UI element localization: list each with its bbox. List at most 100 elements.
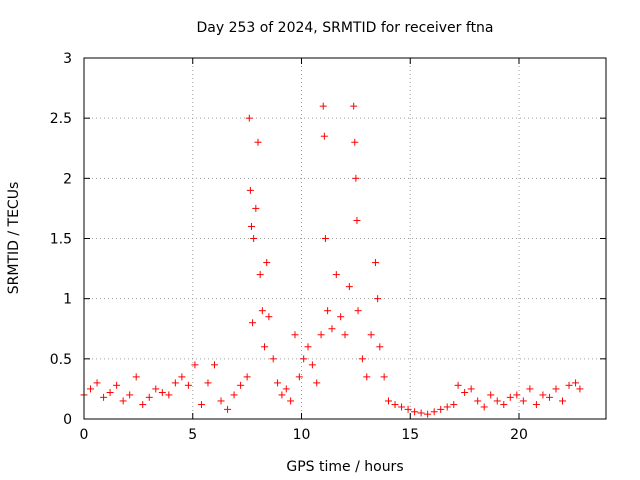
y-tick-label: 1 [63, 292, 72, 308]
data-point [506, 393, 514, 401]
x-tick-label: 15 [401, 427, 419, 443]
data-point [398, 403, 406, 411]
chart-title: Day 253 of 2024, SRMTID for receiver ftn… [196, 20, 493, 36]
data-point [230, 391, 238, 399]
x-tick-label: 10 [293, 427, 311, 443]
x-tick-label: 0 [80, 427, 89, 443]
data-point [308, 361, 316, 369]
data-point [204, 379, 212, 387]
data-point [119, 397, 127, 405]
data-point [274, 379, 282, 387]
data-point [113, 381, 121, 389]
data-points [80, 102, 584, 418]
data-point [474, 397, 482, 405]
data-point [352, 174, 360, 182]
data-point [367, 331, 375, 339]
data-point [254, 138, 262, 146]
data-point [100, 393, 108, 401]
data-point [321, 235, 329, 242]
data-point [493, 397, 501, 405]
data-point [404, 405, 412, 413]
data-point [278, 391, 286, 399]
data-point [576, 385, 584, 393]
data-point [500, 401, 508, 409]
data-point [353, 216, 361, 224]
data-point [430, 408, 438, 416]
y-axis-label: SRMTID / TECUs [6, 182, 22, 295]
data-point [217, 397, 225, 405]
data-point [152, 385, 160, 393]
y-tick-label: 1.5 [50, 232, 72, 248]
data-point [328, 325, 336, 333]
data-point [261, 343, 269, 351]
data-point [385, 397, 392, 405]
data-point [572, 379, 580, 387]
data-point [552, 385, 560, 393]
data-point [461, 389, 469, 397]
data-point [300, 355, 308, 363]
data-point [258, 307, 266, 315]
data-point [417, 409, 425, 417]
data-point [317, 331, 325, 339]
data-point [184, 381, 192, 389]
data-point [211, 361, 218, 369]
data-point [332, 271, 340, 279]
data-point [411, 408, 419, 416]
data-point [145, 393, 153, 401]
y-tick-label: 0.5 [50, 352, 72, 368]
data-point [371, 259, 379, 267]
data-point [341, 331, 349, 339]
data-point [526, 385, 534, 393]
data-point [291, 331, 299, 339]
data-point [282, 385, 290, 393]
x-axis-label: GPS time / hours [286, 459, 403, 475]
data-point [480, 403, 488, 411]
data-point [354, 307, 362, 315]
data-point [559, 397, 566, 405]
data-point [532, 401, 540, 409]
data-point [106, 389, 114, 397]
data-point [295, 373, 303, 381]
data-point [246, 186, 254, 194]
data-point [350, 102, 358, 110]
data-point [269, 355, 277, 363]
data-point [250, 235, 258, 242]
tick-labels: 0 5 10 15 20 0 0.5 1 1.5 2 2.5 3 [50, 51, 528, 443]
data-point [87, 385, 95, 393]
data-point [245, 114, 253, 122]
data-point [139, 401, 147, 409]
data-point [197, 401, 205, 409]
data-point [243, 373, 251, 381]
plot-frame [83, 57, 607, 420]
data-point [443, 403, 451, 411]
data-point [437, 405, 445, 413]
data-point [313, 379, 321, 387]
y-tick-label: 2.5 [50, 111, 72, 127]
data-point [565, 381, 573, 389]
data-point [545, 393, 553, 401]
data-point [358, 355, 366, 363]
data-point [345, 283, 353, 291]
y-tick-label: 0 [63, 412, 72, 428]
data-point [519, 397, 527, 405]
data-point [171, 379, 179, 387]
data-point [539, 391, 547, 399]
data-point [363, 373, 371, 381]
data-point [320, 132, 328, 140]
data-point [454, 381, 462, 389]
data-point [191, 361, 199, 369]
data-point [132, 373, 140, 381]
data-point [391, 401, 399, 409]
data-point [487, 391, 495, 399]
data-point [263, 259, 271, 267]
data-point [265, 313, 273, 321]
data-point [467, 385, 475, 393]
data-point [237, 381, 245, 389]
data-point [424, 410, 432, 418]
data-point [324, 307, 332, 315]
data-point [337, 313, 345, 321]
grid [84, 58, 606, 419]
x-tick-label: 5 [188, 427, 197, 443]
